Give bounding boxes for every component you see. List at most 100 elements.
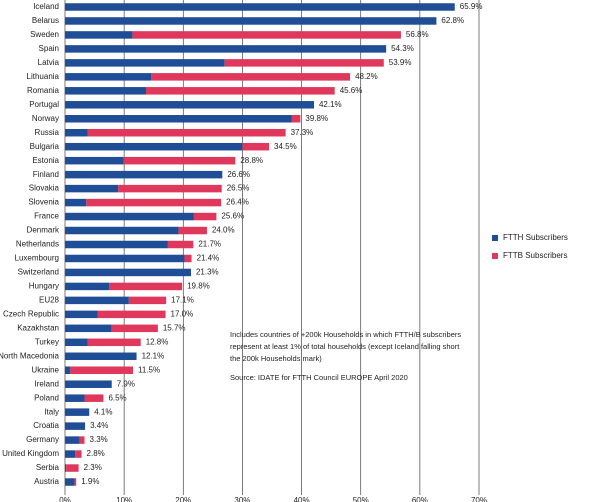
total-label: 26.5%: [227, 184, 250, 193]
total-label: 42.1%: [319, 100, 342, 109]
x-tick-label: 70%: [471, 496, 487, 502]
legend-label: FTTH Subscribers: [503, 233, 568, 242]
total-label: 12.1%: [142, 351, 165, 360]
bar-segment: [66, 464, 79, 472]
note: represent at least 1% of total household…: [230, 342, 460, 351]
bar-segment: [65, 282, 110, 291]
bar-segment: [65, 128, 88, 137]
category-label: United Kingdom: [2, 449, 59, 458]
bar-segment: [70, 366, 134, 374]
total-label: 17.0%: [171, 309, 194, 318]
total-label: 45.6%: [340, 86, 363, 95]
category-label: Turkey: [35, 337, 59, 346]
total-label: 21.4%: [197, 254, 220, 263]
bar-segment: [65, 310, 98, 319]
category-label: Bulgaria: [30, 142, 60, 151]
category-label: Sweden: [30, 30, 59, 39]
bar-segment: [291, 115, 301, 123]
total-label: 62.8%: [441, 16, 464, 25]
category-label: Denmark: [27, 226, 60, 235]
bar-segment: [65, 436, 80, 444]
category-label: Italy: [44, 407, 59, 416]
total-label: 3.4%: [90, 421, 108, 430]
bar-segment: [178, 226, 207, 235]
bar-segment: [97, 310, 166, 319]
category-label: Latvia: [38, 58, 60, 67]
bar-segment: [167, 240, 194, 249]
category-label: Iceland: [33, 2, 59, 11]
bar-segment: [184, 254, 192, 263]
category-label: Hungary: [29, 282, 59, 291]
bar-segment: [118, 184, 222, 193]
bar-segment: [65, 73, 152, 81]
bar-segment: [128, 296, 167, 305]
category-label: Austria: [34, 477, 59, 486]
category-label: Netherlands: [16, 240, 59, 249]
bar-segment: [65, 45, 387, 53]
bar-segment: [123, 156, 236, 165]
bar-segment: [65, 254, 185, 263]
bar-segment: [86, 198, 222, 207]
category-label: Russia: [35, 128, 60, 137]
bar-segment: [65, 3, 455, 11]
category-label: Poland: [34, 393, 59, 402]
bar-segment: [132, 31, 401, 39]
category-label: Switzerland: [18, 268, 59, 277]
category-label: Serbia: [36, 463, 60, 472]
bar-segment: [242, 142, 270, 151]
total-label: 26.4%: [226, 198, 249, 207]
bar-segment: [193, 212, 217, 221]
bar-segment: [65, 212, 194, 221]
x-tick-label: 50%: [353, 496, 369, 502]
category-label: Lithuania: [27, 72, 60, 81]
total-label: 26.6%: [227, 170, 250, 179]
bar-segment: [75, 450, 82, 458]
bar-segment: [65, 17, 437, 25]
bar-segment: [87, 338, 141, 347]
category-label: Slovenia: [28, 198, 59, 207]
bar-segment: [65, 87, 147, 95]
bar-segment: [65, 170, 223, 179]
bar-segment: [109, 282, 183, 291]
bar-segment: [111, 324, 158, 333]
category-label: Spain: [39, 44, 59, 53]
category-label: Ukraine: [31, 365, 59, 374]
category-label: Ireland: [35, 379, 59, 388]
total-label: 56.8%: [406, 30, 429, 39]
legend-swatch: [492, 253, 498, 259]
bar-segment: [146, 87, 335, 95]
x-tick-label: 10%: [116, 496, 132, 502]
bar-segment: [65, 450, 76, 458]
total-label: 54.3%: [391, 44, 414, 53]
total-label: 4.1%: [94, 407, 112, 416]
bar-segment: [65, 296, 129, 305]
bar-segment: [65, 408, 90, 416]
bar-segment: [79, 436, 85, 444]
bar-segment: [84, 394, 104, 402]
total-label: 21.7%: [198, 240, 221, 249]
x-tick-label: 60%: [412, 496, 428, 502]
category-label: Czech Republic: [3, 309, 59, 318]
source: Source: IDATE for FTTH Council EUROPE Ap…: [230, 373, 408, 382]
note: the 200k Households mark): [230, 354, 322, 363]
x-tick-label: 40%: [294, 496, 310, 502]
bar-segment: [65, 184, 119, 193]
bar-segment: [65, 156, 124, 165]
bar-segment: [65, 115, 292, 123]
bar-segment: [65, 352, 137, 361]
total-label: 37.3%: [291, 128, 314, 137]
total-label: 39.8%: [305, 114, 328, 123]
total-label: 11.5%: [138, 365, 160, 374]
category-label: North Macedonia: [0, 351, 60, 360]
legend-swatch: [492, 235, 498, 241]
bar-segment: [65, 226, 179, 235]
category-label: Luxembourg: [15, 254, 59, 263]
category-label: Finland: [33, 170, 59, 179]
legend-label: FTTB Subscribers: [503, 251, 567, 260]
bar-segment: [65, 101, 314, 109]
category-label: Portugal: [29, 100, 59, 109]
bar-segment: [65, 31, 133, 39]
category-label: Romania: [27, 86, 60, 95]
bar-segment: [74, 478, 77, 486]
total-label: 17.1%: [171, 295, 194, 304]
